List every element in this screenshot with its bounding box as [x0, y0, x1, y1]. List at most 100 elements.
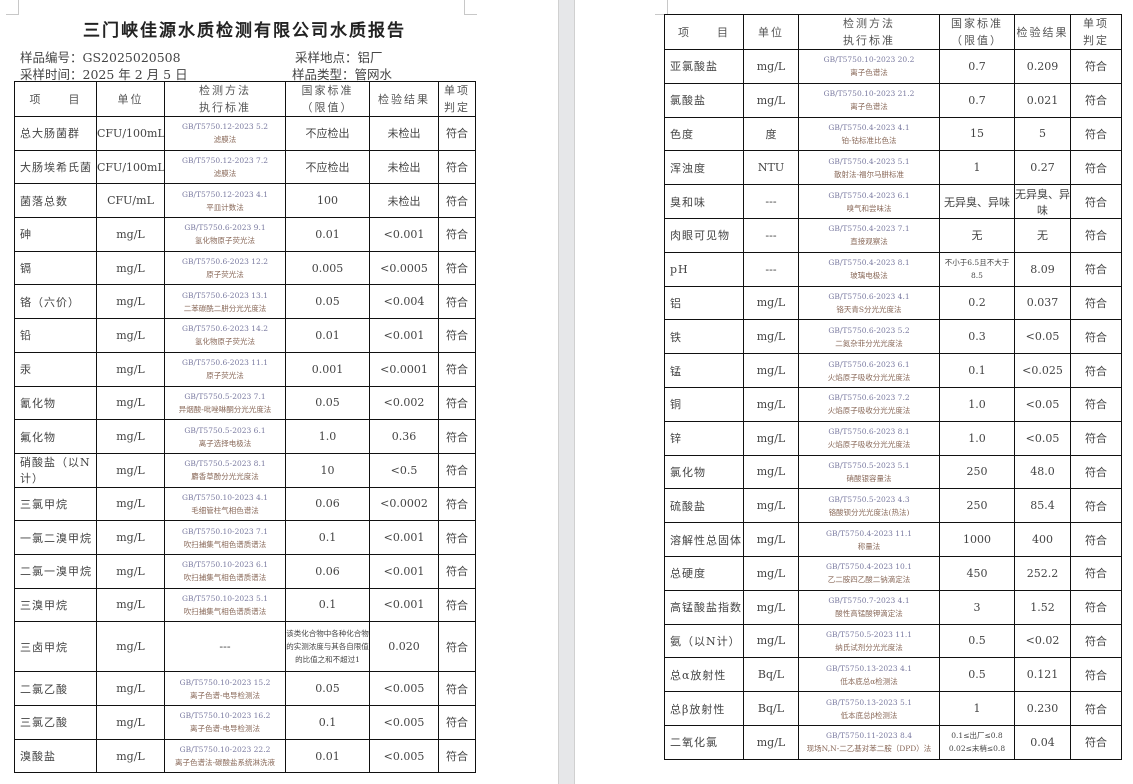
- method-name: 铂-钴标准比色法: [841, 135, 897, 145]
- method-name: 铬天青S分光光度法: [836, 304, 902, 314]
- page-corner-mark: [655, 0, 668, 15]
- standard-code: GB/T5750.10-2023 5.1: [182, 593, 268, 603]
- table-header-row: 项 目单位 检测方法 执行标准 国家标准 （限值） 检验结果 单项 判定: [14, 81, 476, 117]
- item-name: 总β放射性: [664, 691, 744, 726]
- standard-code: GB/T5750.10-2023 6.1: [182, 560, 268, 570]
- unit: CFU/100mL: [96, 149, 165, 185]
- unit: mg/L: [743, 49, 799, 84]
- standard-code: GB/T5750.10-2023 4.1: [182, 492, 268, 502]
- method-name: 酸性高锰酸钾滴定法: [835, 609, 903, 619]
- verdict: 符合: [438, 553, 476, 589]
- item-name: 铅: [14, 318, 97, 353]
- limit-value: 0.5: [939, 623, 1015, 659]
- item-name: 溶解性总固体: [664, 522, 744, 557]
- method-name: 吹扫捕集气相色谱质谱法: [183, 606, 267, 616]
- verdict: 符合: [1070, 657, 1122, 693]
- standard-code: GB/T5750.5-2023 4.3: [828, 494, 910, 504]
- table-row: 亚氯酸盐 mg/L GB/T5750.10-2023 20.2 离子色谱法 0.7 0.2…: [664, 49, 1122, 84]
- method-standard: GB/T5750.6-2023 14.2 氢化物原子荧光法: [164, 318, 286, 353]
- item-name: 铝: [664, 285, 744, 321]
- standard-code: GB/T5750.10-2023 22.2: [179, 745, 271, 755]
- table-row: 高锰酸盐指数 mg/L GB/T5750.7-2023 4.1 酸性高锰酸钾滴定法 3 1…: [664, 589, 1122, 625]
- verdict: 符合: [438, 587, 476, 623]
- header-item: 项 目: [664, 14, 744, 50]
- table-row: 镉 mg/L GB/T5750.6-2023 12.2 原子荧光法 0.005 <0.00…: [14, 250, 476, 286]
- method-standard: GB/T5750.6-2023 11.1 原子荧光法: [164, 351, 286, 387]
- result-value: 0.021: [1014, 82, 1071, 118]
- method-standard: ---: [164, 621, 286, 673]
- method-standard: GB/T5750.4-2023 4.1 铂-钴标准比色法: [798, 116, 940, 152]
- item-name: 三氯乙酸: [14, 705, 97, 740]
- standard-code: GB/T5750.6-2023 8.1: [828, 427, 910, 437]
- method-standard: GB/T5750.5-2023 11.1 纳氏试剂分光光度法: [798, 623, 940, 659]
- standard-code: GB/T5750.6-2023 6.1: [828, 359, 910, 369]
- header-limit-text: 国家标准: [301, 84, 354, 97]
- result-value: 0.04: [1014, 724, 1071, 760]
- report-page-1: 三门峡佳源水质检测有限公司水质报告 样品编号：GS2025020508 采样时间…: [0, 0, 558, 784]
- method-standard: GB/T5750.11-2023 8.4 现场N,N-二乙基对苯二胺（DPD）法: [798, 724, 940, 760]
- result-value: 1.52: [1014, 589, 1071, 625]
- item-name: 镉: [14, 250, 97, 286]
- method-standard: GB/T5750.10-2023 15.2 离子色谱-电导检测法: [164, 671, 286, 706]
- item-name: 氯酸盐: [664, 82, 744, 118]
- result-value: 0.037: [1014, 285, 1071, 321]
- method-name: 乙二胺四乙酸二钠滴定法: [827, 575, 911, 585]
- limit-value: 0.1≤出厂≤0.8 0.02≤末梢≤0.8: [939, 724, 1015, 760]
- result-value: <0.001: [369, 318, 439, 353]
- result-value: <0.05: [1014, 319, 1071, 355]
- item-name: 二氧化氯: [664, 724, 744, 760]
- limit-value: 0.7: [939, 49, 1015, 84]
- header-verdict: 单项 判定: [1070, 14, 1122, 50]
- limit-value: 不小于6.5且不大于8.5: [939, 251, 1015, 287]
- item-name: 大肠埃希氏菌: [14, 149, 97, 185]
- method-standard: GB/T5750.10-2023 7.1 吹扫捕集气相色谱质谱法: [164, 520, 286, 555]
- standard-code: GB/T5750.5-2023 6.1: [184, 425, 266, 435]
- sample-type: 样品类型：管网水: [292, 67, 393, 82]
- method-standard: GB/T5750.10-2023 4.1 毛细管柱气相色谱法: [164, 486, 286, 522]
- header-method: 检测方法 执行标准: [164, 81, 286, 117]
- method-standard: GB/T5750.4-2023 11.1 称量法: [798, 522, 940, 557]
- result-value: 无异臭、异味: [1014, 184, 1071, 219]
- result-value: <0.002: [369, 385, 439, 421]
- method-name: 二苯碳酰二肼分光光度法: [183, 303, 267, 313]
- method-standard: GB/T5750.4-2023 7.1 直接观察法: [798, 217, 940, 253]
- item-name: 二氯一溴甲烷: [14, 553, 97, 589]
- limit-value: 0.05: [285, 385, 370, 421]
- verdict: 符合: [438, 520, 476, 555]
- method-standard: GB/T5750.12-2023 7.2 滤膜法: [164, 149, 286, 185]
- item-name: 氟化物: [14, 419, 97, 454]
- method-name: 嗅气和尝味法: [846, 203, 892, 213]
- method-name: 滤膜法: [213, 169, 237, 179]
- standard-code: GB/T5750.5-2023 8.1: [184, 459, 266, 469]
- method-name: 二氮杂菲分光光度法: [835, 338, 903, 348]
- limit-value: 0.05: [285, 671, 370, 706]
- standard-code: GB/T5750.6-2023 14.2: [182, 324, 268, 334]
- limit-value: 0.2: [939, 285, 1015, 321]
- method-name: 火焰原子吸收分光光度法: [827, 406, 911, 416]
- item-name: 色度: [664, 116, 744, 152]
- unit: mg/L: [96, 217, 165, 252]
- header-verdict-text: 单项: [444, 84, 470, 97]
- result-value: <0.005: [369, 705, 439, 740]
- table-row: 溴酸盐 mg/L GB/T5750.10-2023 22.2 离子色谱法-碳酸盐系统淋…: [14, 738, 476, 774]
- unit: mg/L: [743, 724, 799, 760]
- method-standard: GB/T5750.4-2023 10.1 乙二胺四乙酸二钠滴定法: [798, 555, 940, 591]
- method-name: 散射法-福尔马肼标准: [833, 169, 905, 179]
- unit: NTU: [743, 150, 799, 186]
- results-table-left: 项 目单位 检测方法 执行标准 国家标准 （限值） 检验结果 单项 判定 总大肠菌群 CFU/10…: [14, 81, 476, 774]
- limit-value: 0.005: [285, 250, 370, 286]
- method-standard: GB/T5750.4-2023 5.1 散射法-福尔马肼标准: [798, 150, 940, 186]
- verdict: 符合: [438, 116, 476, 151]
- method-name: 离子色谱-电导检测法: [189, 724, 261, 734]
- verdict: 符合: [1070, 623, 1122, 659]
- limit-value: 100: [285, 183, 370, 219]
- result-value: <0.02: [1014, 623, 1071, 659]
- unit: mg/L: [96, 705, 165, 740]
- results-table-right: 项 目单位 检测方法 执行标准 国家标准 （限值） 检验结果 单项 判定 亚氯酸盐 mg/L GB/…: [664, 14, 1122, 760]
- verdict: 符合: [1070, 150, 1122, 186]
- header-limit-text: 国家标准: [951, 17, 1003, 30]
- method-standard: GB/T5750.13-2023 5.1 低本底总β检测法: [798, 691, 940, 726]
- limit-value: 0.5: [939, 657, 1015, 693]
- result-value: <0.001: [369, 553, 439, 589]
- unit: mg/L: [96, 419, 165, 454]
